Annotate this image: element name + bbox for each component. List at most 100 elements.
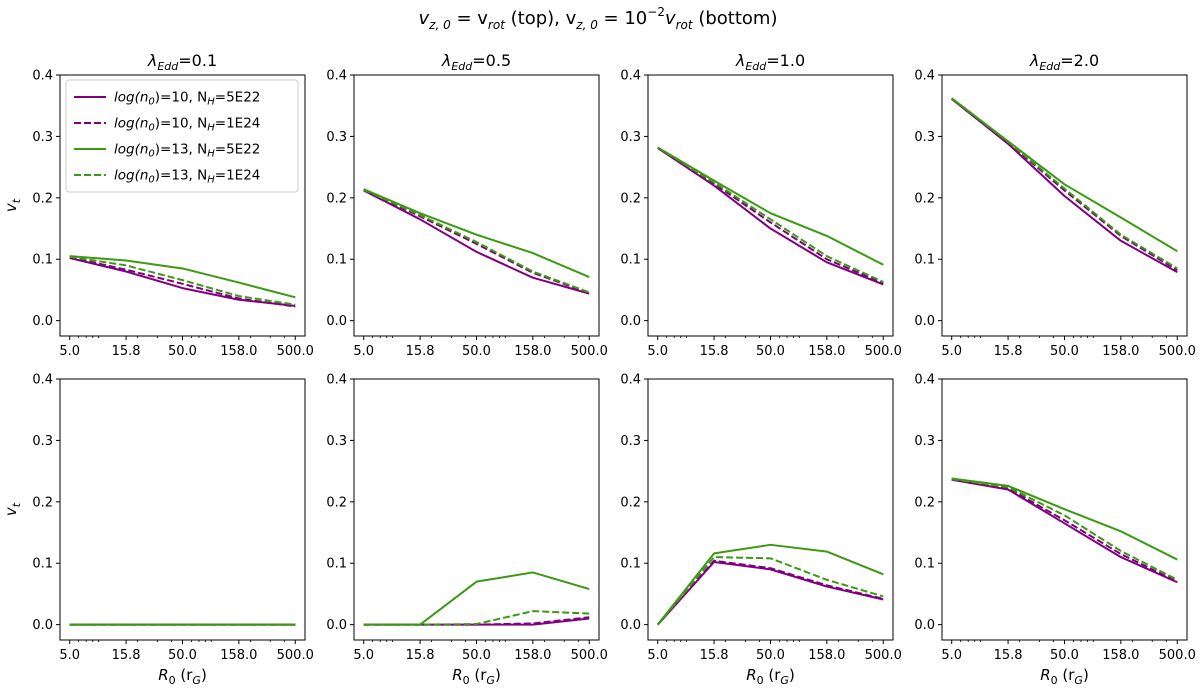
x-axis-label: R0 (rG)	[1040, 666, 1089, 687]
y-tick-label: 0.4	[914, 373, 935, 388]
x-tick-label: 15.8	[112, 344, 141, 359]
legend: log(n0)=10, NH=5E22 log(n0)=10, NH=1E24 lo…	[65, 79, 299, 193]
series-line-green-dashed	[363, 610, 590, 626]
series-line-green-dashed	[69, 255, 296, 306]
series-line-green-solid	[951, 477, 1178, 561]
y-tick-label: 0.3	[326, 434, 347, 449]
figure-title: vz, 0 = vrot (top), vz, 0 = 10−2vrot (bo…	[419, 5, 778, 32]
axes-frame	[941, 74, 1188, 337]
x-tick-label: 5.0	[941, 344, 962, 359]
series-line-purple-solid	[363, 189, 590, 295]
x-tick-label: 158.0	[808, 648, 845, 663]
axes-frame	[353, 74, 600, 337]
legend-label: log(n0)=10, NH=1E24	[114, 116, 260, 134]
x-tick-label: 5.0	[353, 344, 374, 359]
series-line-green-solid	[657, 146, 884, 266]
series-line-green-solid	[951, 97, 1178, 253]
y-tick-label: 0.1	[914, 557, 935, 572]
y-tick-label: 0.1	[326, 557, 347, 572]
series-line-green-dashed	[951, 478, 1178, 581]
y-tick-label: 0.2	[326, 191, 347, 206]
x-tick-label: 15.8	[112, 648, 141, 663]
legend-box	[65, 79, 299, 193]
series-line-purple-dashed	[656, 559, 884, 626]
y-tick-label: 0.1	[32, 557, 53, 572]
x-tick-label: 158.0	[1102, 344, 1139, 359]
series-line-green-dashed	[656, 556, 884, 626]
y-tick-label: 0.2	[914, 191, 935, 206]
y-tick-label: 0.1	[32, 253, 53, 268]
x-tick-label: 500.0	[1159, 344, 1196, 359]
legend-label: log(n0)=13, NH=5E22	[114, 142, 260, 160]
y-tick-label: 0.4	[326, 373, 347, 388]
x-tick-label: 500.0	[865, 648, 902, 663]
x-tick-label: 158.0	[808, 344, 845, 359]
y-tick-label: 0.3	[32, 434, 53, 449]
x-tick-label: 158.0	[220, 344, 257, 359]
x-tick-label: 500.0	[1159, 648, 1196, 663]
x-axis-label: R0 (rG)	[158, 666, 207, 687]
y-tick-label: 0.0	[620, 314, 641, 329]
y-tick-label: 0.1	[620, 557, 641, 572]
axes-frame	[647, 74, 894, 337]
series-line-purple-solid	[656, 561, 884, 626]
panel-top-2: 0.0 0.1 0.2 0.3 0.4 5.0 15.8 50.0 158.0 500.0 λEdd…	[620, 51, 902, 359]
x-tick-label: 5.0	[647, 648, 668, 663]
panel-bottom-0: 0.0 0.1 0.2 0.3 0.4 5.0 15.8 50.0 158.0 500.0 vt R0…	[2, 373, 314, 688]
y-tick-label: 0.4	[326, 69, 347, 84]
x-tick-label: 5.0	[647, 344, 668, 359]
x-tick-label: 158.0	[1102, 648, 1139, 663]
y-tick-label: 0.2	[620, 495, 641, 510]
x-tick-label: 158.0	[220, 648, 257, 663]
y-tick-label: 0.4	[620, 69, 641, 84]
series-line-green-solid	[69, 255, 296, 299]
legend-label: log(n0)=10, NH=5E22	[114, 90, 260, 108]
series-line-green-dashed	[951, 97, 1178, 270]
x-tick-label: 50.0	[756, 648, 785, 663]
y-tick-label: 0.4	[32, 373, 53, 388]
y-tick-label: 0.0	[620, 618, 641, 633]
legend-label: log(n0)=13, NH=1E24	[114, 168, 260, 186]
y-tick-label: 0.3	[32, 130, 53, 145]
x-tick-label: 500.0	[571, 344, 608, 359]
panel-top-0: 0.0 0.1 0.2 0.3 0.4 5.0 15.8 50.0 158.0 500.0 λEdd…	[2, 51, 314, 359]
y-tick-label: 0.1	[914, 253, 935, 268]
x-tick-label: 500.0	[277, 344, 314, 359]
y-axis-label: vt	[2, 198, 23, 212]
series-line-purple-dashed	[951, 478, 1178, 583]
x-tick-label: 50.0	[462, 648, 491, 663]
x-tick-label: 158.0	[514, 648, 551, 663]
y-tick-label: 0.1	[620, 253, 641, 268]
x-tick-label: 15.8	[994, 648, 1023, 663]
x-tick-label: 15.8	[406, 344, 435, 359]
y-tick-label: 0.2	[620, 191, 641, 206]
x-tick-label: 50.0	[756, 344, 785, 359]
y-tick-label: 0.0	[32, 618, 53, 633]
x-tick-label: 500.0	[865, 344, 902, 359]
panel-bottom-3: 0.0 0.1 0.2 0.3 0.4 5.0 15.8 50.0 158.0 500.0 R0 (…	[914, 373, 1196, 688]
x-tick-label: 15.8	[700, 648, 729, 663]
y-tick-label: 0.0	[326, 314, 347, 329]
y-tick-label: 0.0	[326, 618, 347, 633]
y-tick-label: 0.3	[620, 130, 641, 145]
series-line-purple-dashed	[951, 98, 1178, 272]
series-line-green-dashed	[657, 146, 884, 283]
series-line-green-solid	[363, 188, 590, 278]
x-tick-label: 50.0	[1050, 648, 1079, 663]
x-tick-label: 50.0	[1050, 344, 1079, 359]
y-axis-label: vt	[2, 502, 23, 516]
panel-bottom-1: 0.0 0.1 0.2 0.3 0.4 5.0 15.8 50.0 158.0 500.0 R0 (…	[326, 373, 608, 688]
y-tick-label: 0.0	[914, 618, 935, 633]
x-tick-label: 500.0	[571, 648, 608, 663]
series-line-purple-solid	[657, 147, 884, 286]
axes-frame	[59, 378, 306, 641]
x-axis-label: R0 (rG)	[746, 666, 795, 687]
y-tick-label: 0.3	[620, 434, 641, 449]
x-tick-label: 50.0	[168, 648, 197, 663]
x-axis-label: R0 (rG)	[452, 666, 501, 687]
x-tick-label: 5.0	[941, 648, 962, 663]
x-tick-label: 15.8	[406, 648, 435, 663]
x-tick-label: 158.0	[514, 344, 551, 359]
series-line-green-solid	[363, 571, 590, 626]
